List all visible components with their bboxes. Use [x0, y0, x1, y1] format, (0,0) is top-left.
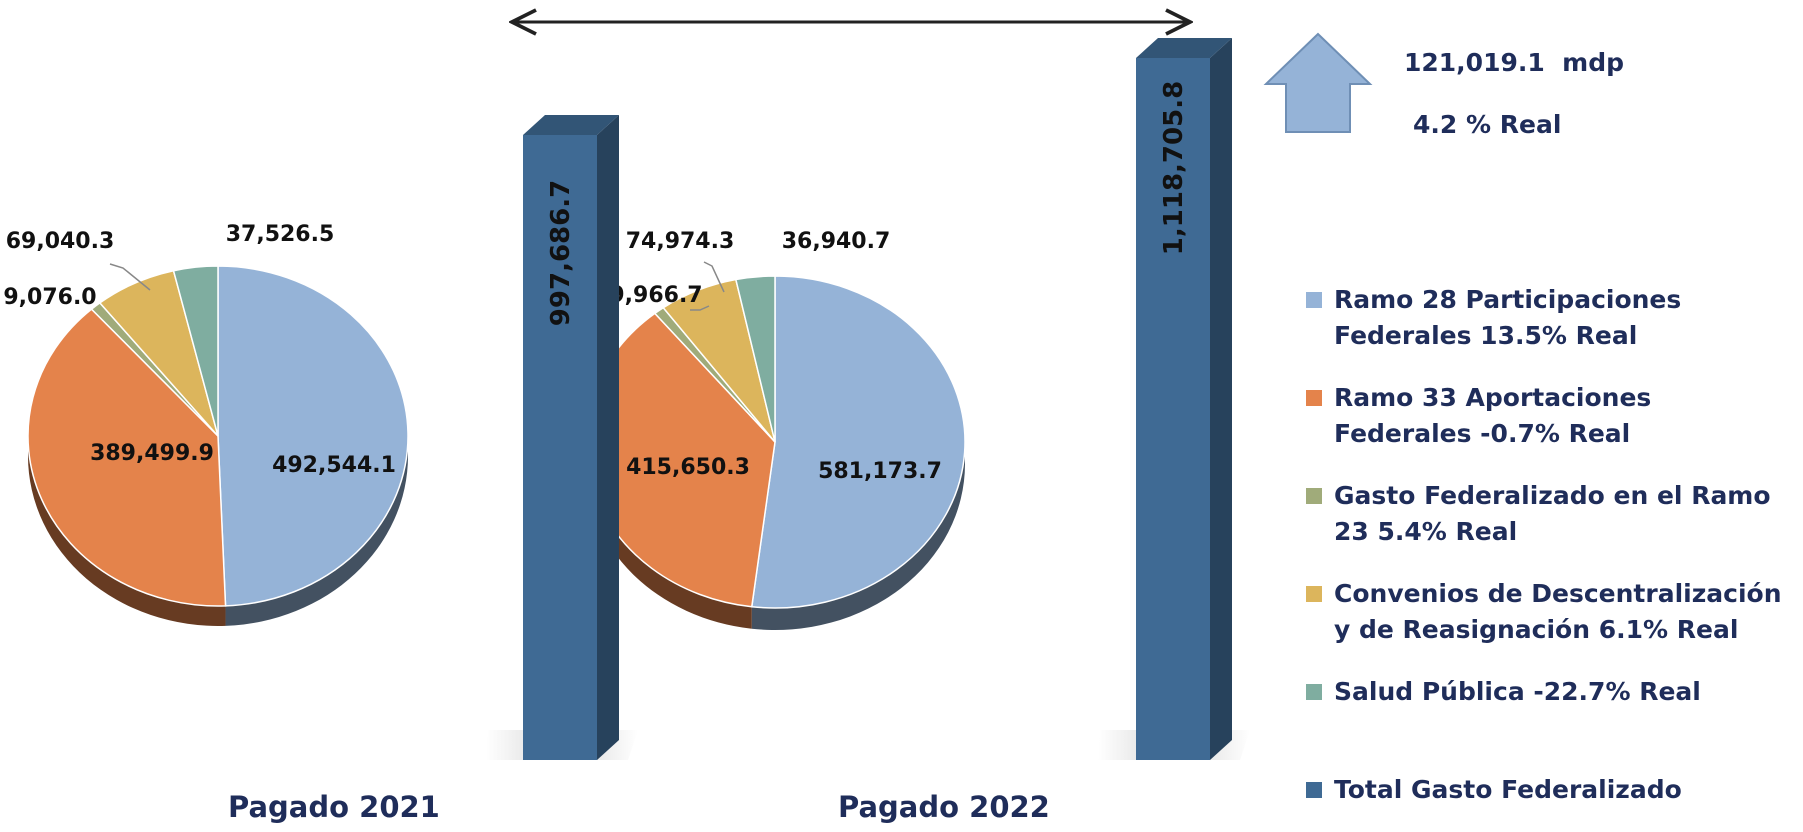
slice-value-label: 581,173.7 [818, 459, 942, 484]
legend-label: Total Gasto Federalizado [1334, 775, 1682, 804]
pie-side-wall [225, 436, 408, 626]
year-label-2022: Pagado 2022 [838, 790, 1050, 824]
legend-swatch [1306, 586, 1322, 602]
slice-value-label: 389,499.9 [90, 441, 214, 466]
legend-label: Ramo 28 Participaciones Federales 13.5% … [1334, 285, 1682, 350]
slice-value-label: 9,966.7 [609, 283, 702, 308]
legend: Ramo 28 Participaciones Federales 13.5% … [1306, 282, 1803, 808]
bar-total-label: 997,686.7 [546, 180, 576, 326]
bar-front [523, 135, 597, 760]
bar-top [523, 115, 619, 135]
legend-item: Gasto Federalizado en el Ramo 23 5.4% Re… [1306, 478, 1803, 550]
increase-amount: 121,019.1 mdp [1404, 48, 1625, 77]
legend-label: Ramo 33 Aportaciones Federales -0.7% Rea… [1334, 383, 1652, 448]
pie-slice [734, 275, 776, 443]
leader-line [109, 263, 151, 291]
legend-item: Ramo 28 Participaciones Federales 13.5% … [1306, 282, 1803, 354]
slice-value-label: 74,974.3 [626, 229, 735, 254]
leader-line [703, 261, 725, 293]
increase-real: 4.2 % Real [1413, 110, 1562, 139]
bar-side [597, 115, 619, 760]
legend-label: Salud Pública -22.7% Real [1334, 677, 1701, 706]
pie-side-wall [585, 442, 752, 629]
legend-item: Salud Pública -22.7% Real [1306, 674, 1803, 710]
legend-item: Ramo 33 Aportaciones Federales -0.7% Rea… [1306, 380, 1803, 452]
pie-slice [217, 265, 409, 607]
legend-label: Gasto Federalizado en el Ramo 23 5.4% Re… [1334, 481, 1771, 546]
slice-value-label: 36,940.7 [782, 229, 891, 254]
bar-front [1136, 58, 1210, 760]
pie-slice [172, 265, 219, 437]
bar-side [1210, 38, 1232, 760]
legend-item: Total Gasto Federalizado [1306, 772, 1803, 808]
total-bar-2021: 997,686.7 [486, 115, 638, 760]
bar-total-label: 1,118,705.8 [1159, 81, 1189, 255]
slice-value-label: 492,544.1 [272, 453, 396, 478]
pie-chart-2021: 492,544.1 389,499.9 9,076.0 69,040.3 37,526.… [3, 222, 409, 627]
pie-chart-2022: 581,173.7 415,650.3 9,966.7 74,974.3 36,940.… [584, 229, 966, 630]
legend-swatch [1306, 488, 1322, 504]
year-label-2021: Pagado 2021 [228, 790, 440, 824]
slice-value-label: 415,650.3 [626, 455, 750, 480]
pie-slice [750, 275, 966, 609]
pie-side-wall [751, 442, 965, 630]
legend-swatch [1306, 292, 1322, 308]
increase-arrow-icon [1263, 32, 1373, 133]
slice-value-label: 37,526.5 [226, 222, 335, 247]
pie-side-wall [28, 436, 226, 627]
total-bar-2022: 1,118,705.8 [1098, 38, 1250, 760]
legend-swatch [1306, 782, 1322, 798]
leader-line [690, 305, 710, 311]
legend-swatch [1306, 390, 1322, 406]
legend-item: Convenios de Descentralización y de Reas… [1306, 576, 1803, 648]
bar-top [1136, 38, 1232, 58]
slice-value-label: 69,040.3 [6, 229, 115, 254]
legend-swatch [1306, 684, 1322, 700]
pie-slice [27, 308, 227, 607]
legend-label: Convenios de Descentralización y de Reas… [1334, 579, 1782, 644]
slice-value-label: 9,076.0 [3, 285, 96, 310]
